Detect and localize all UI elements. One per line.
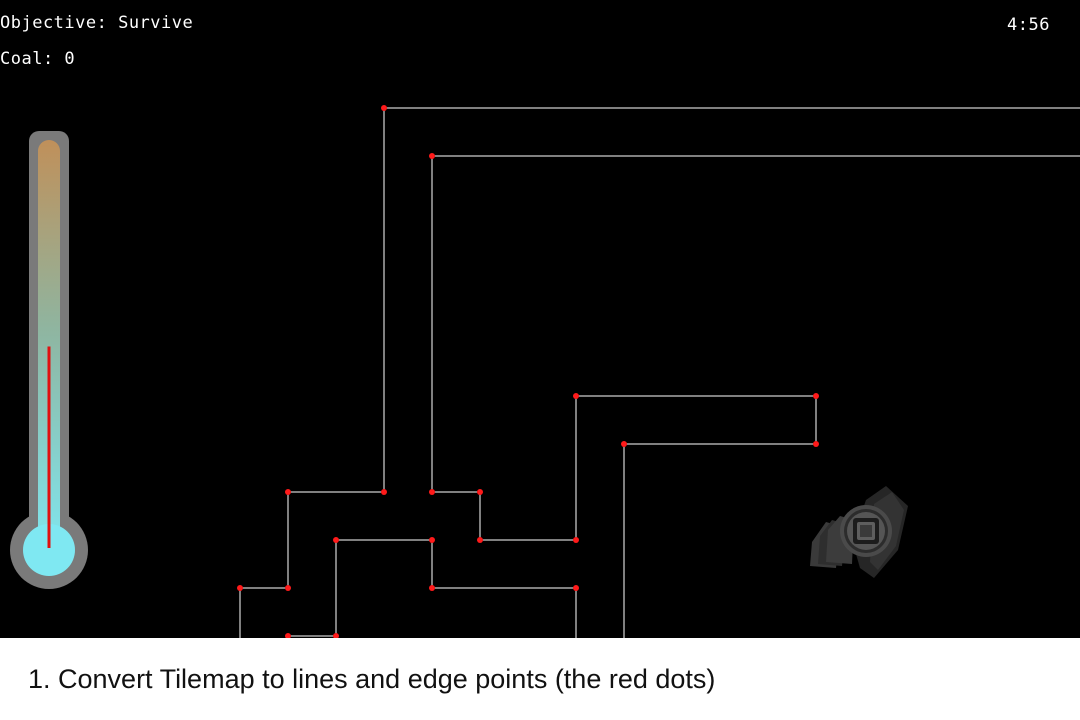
- coal-counter: Coal: 0: [0, 49, 76, 69]
- countdown-timer: 4:56: [1007, 15, 1050, 35]
- edge-point: [813, 441, 819, 447]
- edge-point: [573, 393, 579, 399]
- inner-wall-line: [431, 155, 1080, 638]
- edge-point: [285, 489, 291, 495]
- edge-point: [429, 153, 435, 159]
- objective-label: Objective: Survive: [0, 13, 194, 33]
- edge-point: [333, 537, 339, 543]
- edge-point: [381, 489, 387, 495]
- edge-point: [285, 585, 291, 591]
- edge-points: [237, 105, 819, 638]
- edge-point: [573, 585, 579, 591]
- game-viewport[interactable]: Objective: Survive Coal: 0 4:56: [0, 0, 1080, 638]
- edge-point: [285, 633, 291, 638]
- edge-point: [813, 393, 819, 399]
- edge-point: [429, 585, 435, 591]
- tilemap-lines: [239, 107, 1080, 638]
- thermometer-bulb: [23, 524, 75, 576]
- edge-point: [381, 105, 387, 111]
- caption-text: 1. Convert Tilemap to lines and edge poi…: [28, 664, 716, 694]
- tilemap-outline: [237, 105, 1080, 638]
- edge-point: [333, 633, 339, 638]
- caption-bar: 1. Convert Tilemap to lines and edge poi…: [0, 638, 1080, 720]
- edge-point: [429, 537, 435, 543]
- edge-point: [237, 585, 243, 591]
- furnace-sprite-icon[interactable]: [800, 480, 920, 590]
- edge-point: [429, 489, 435, 495]
- edge-point: [621, 441, 627, 447]
- outer-wall-line: [239, 107, 1080, 638]
- edge-point: [477, 489, 483, 495]
- edge-point: [477, 537, 483, 543]
- edge-point: [573, 537, 579, 543]
- thermometer-gauge: [10, 131, 88, 589]
